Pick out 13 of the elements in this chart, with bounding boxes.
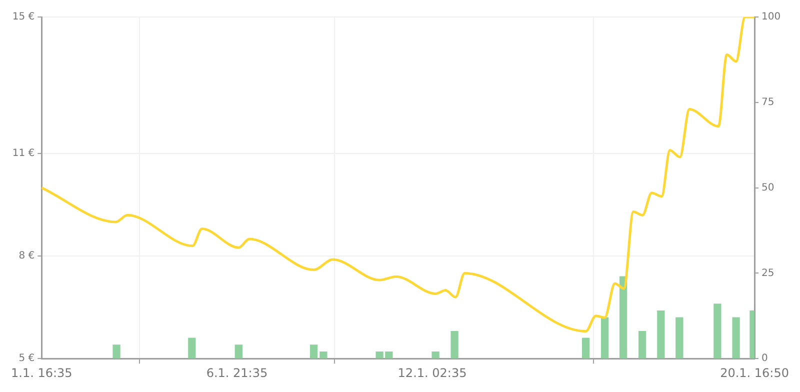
x-tick-label: 1.1. 16:35: [11, 366, 72, 380]
y2-tick-label: 25: [762, 268, 774, 279]
y2-tick-label: 50: [762, 182, 774, 194]
y-tick-label: 11 €: [12, 148, 35, 160]
y-tick-label: 8 €: [18, 250, 35, 262]
y2-tick-label: 75: [762, 96, 774, 108]
y-tick-label: 5 €: [18, 353, 35, 364]
x-tick-label: 6.1. 21:35: [206, 366, 268, 380]
x-tick-label: 12.1. 02:35: [398, 366, 467, 380]
y2-tick-label: 0: [762, 353, 768, 364]
y2-tick-label: 100: [762, 12, 781, 23]
y-tick-label: 15 €: [12, 12, 35, 23]
x-tick-label: 20.1. 16:50: [720, 366, 790, 380]
